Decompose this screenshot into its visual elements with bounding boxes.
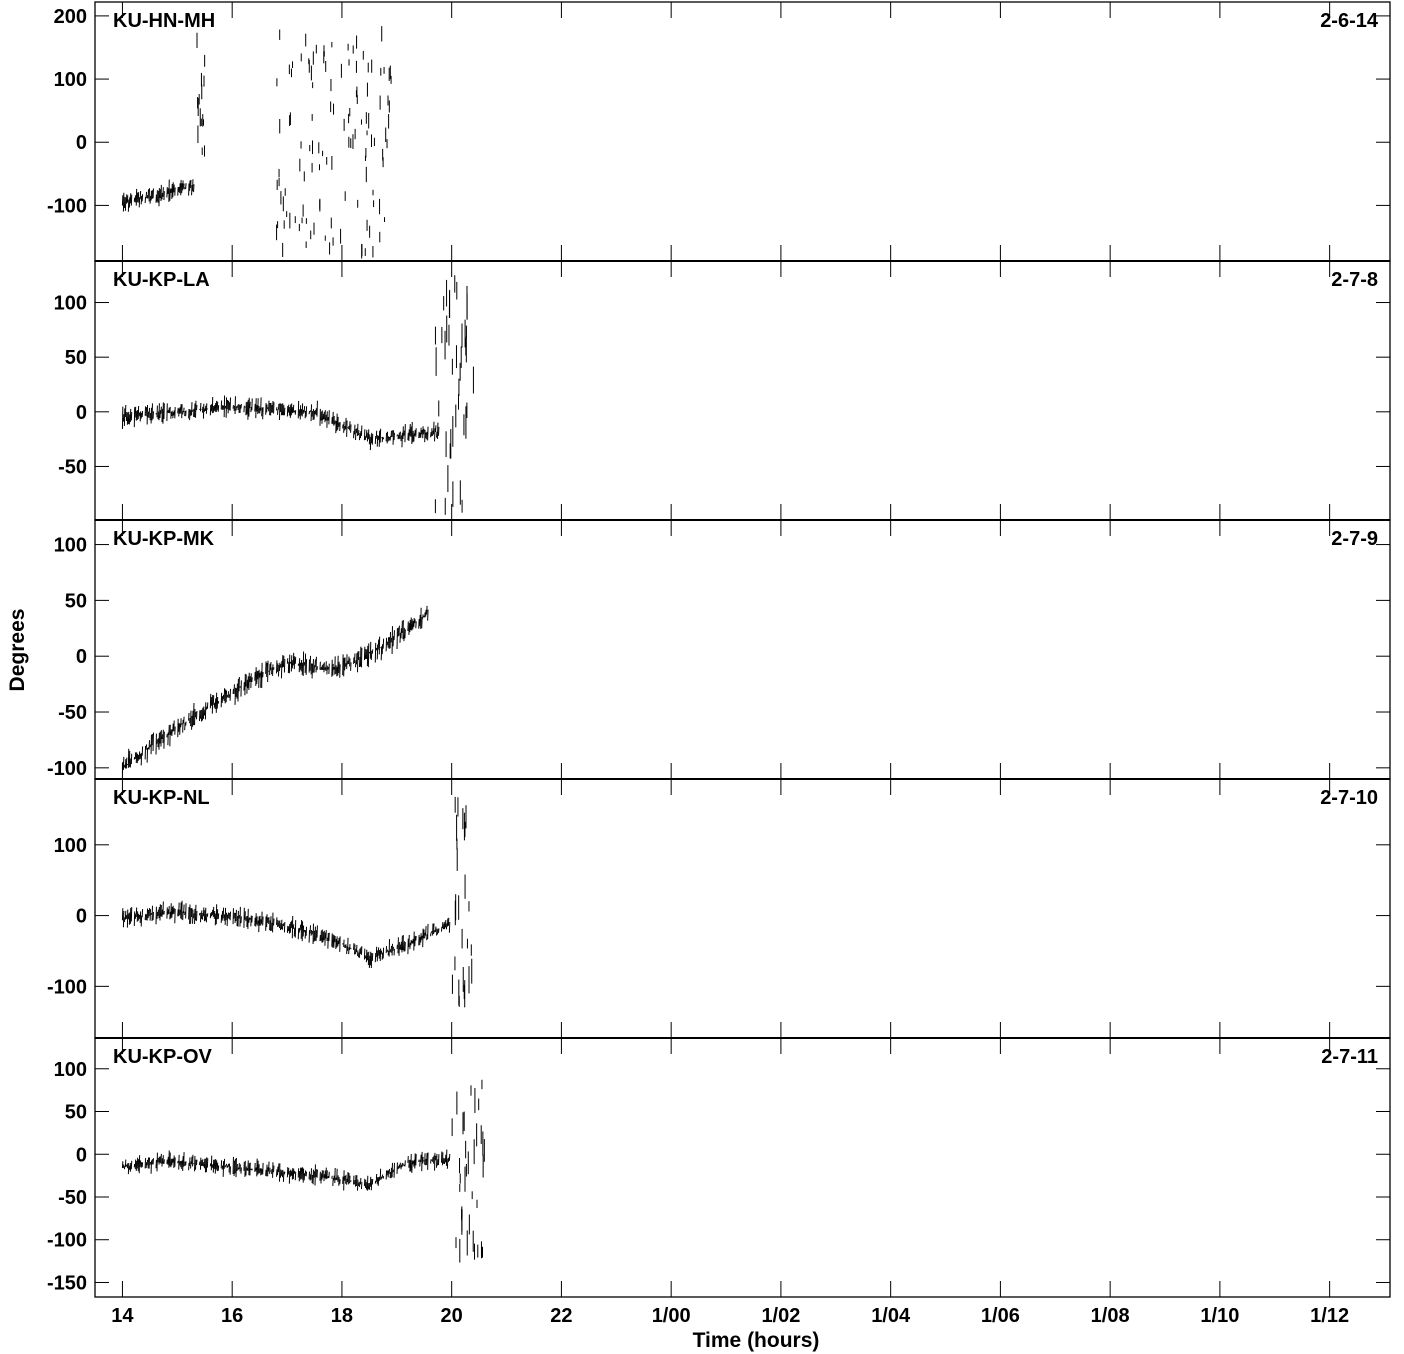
x-tick-label: 1/06 <box>981 1305 1020 1327</box>
x-tick-label: 16 <box>221 1305 243 1327</box>
y-tick-label: -50 <box>58 456 87 478</box>
baseline-code-label: 2-7-11 <box>1321 1046 1378 1068</box>
x-tick-label: 1/04 <box>871 1305 911 1327</box>
panel-frame <box>94 778 1391 1039</box>
x-tick-label: 22 <box>550 1305 572 1327</box>
panel-frame <box>94 519 1391 780</box>
baseline-code-label: 2-7-8 <box>1331 269 1378 291</box>
baseline-code-label: 2-7-10 <box>1320 787 1378 809</box>
x-axis-label: Time (hours) <box>693 1329 820 1352</box>
x-tick-label: 1/12 <box>1310 1305 1349 1327</box>
x-tick-label: 1/10 <box>1200 1305 1239 1327</box>
x-tick-label: 20 <box>441 1305 463 1327</box>
panel-2: 100 50 0 -50 KU-KP-LA 2-7-8 <box>54 260 1391 521</box>
panel-1: 200 100 0 -100 KU-HN-MH 2-6-14 <box>47 1 1391 262</box>
y-tick-label: 0 <box>76 1144 87 1166</box>
x-tick-label: 1/08 <box>1091 1305 1130 1327</box>
panel-frame <box>94 1 1391 262</box>
y-tick-label: 100 <box>54 535 87 557</box>
y-tick-label: -50 <box>58 702 87 724</box>
y-tick-label: 100 <box>54 293 87 315</box>
y-tick-label: -100 <box>47 976 87 998</box>
baseline-label: KU-KP-MK <box>113 528 215 550</box>
y-tick-label: 100 <box>54 69 87 91</box>
y-tick-label: -50 <box>58 1187 87 1209</box>
panel-4: 100 0 -100 KU-KP-NL 2-7-10 <box>47 778 1391 1039</box>
y-tick-label: 100 <box>54 1059 87 1081</box>
y-tick-label: -100 <box>47 1230 87 1252</box>
panel-frame <box>94 1037 1391 1298</box>
panel-frame <box>94 260 1391 521</box>
baseline-code-label: 2-7-9 <box>1331 528 1378 550</box>
x-tick-label: 1/00 <box>652 1305 691 1327</box>
y-tick-label: 50 <box>65 347 87 369</box>
baseline-label: KU-KP-NL <box>113 787 210 809</box>
y-tick-label: 0 <box>76 132 87 154</box>
y-tick-label: 0 <box>76 906 87 928</box>
x-tick-label: 1/02 <box>761 1305 800 1327</box>
y-tick-label: 0 <box>76 402 87 424</box>
baseline-code-label: 2-6-14 <box>1320 10 1379 32</box>
baseline-label: KU-KP-LA <box>113 269 210 291</box>
y-tick-label: 100 <box>54 835 87 857</box>
y-axis-label: Degrees <box>6 609 29 692</box>
y-tick-label: -150 <box>47 1272 87 1294</box>
baseline-label: KU-KP-OV <box>113 1046 213 1068</box>
y-tick-label: 0 <box>76 646 87 668</box>
x-tick-label: 14 <box>111 1305 134 1327</box>
baseline-label: KU-HN-MH <box>113 10 215 32</box>
y-tick-label: 50 <box>65 590 87 612</box>
y-tick-label: 50 <box>65 1102 87 1124</box>
panel-3: 100 50 0 -50 -100 KU-KP-MK 2-7-9 <box>47 519 1391 780</box>
panel-5: 100 50 0 -50 -100 -150 KU-KP-OV 2-7-11 <box>47 1037 1391 1298</box>
x-tick-label: 18 <box>331 1305 353 1327</box>
y-tick-label: -100 <box>47 195 87 217</box>
y-tick-label: 200 <box>54 6 87 28</box>
y-tick-label: -100 <box>47 758 87 780</box>
